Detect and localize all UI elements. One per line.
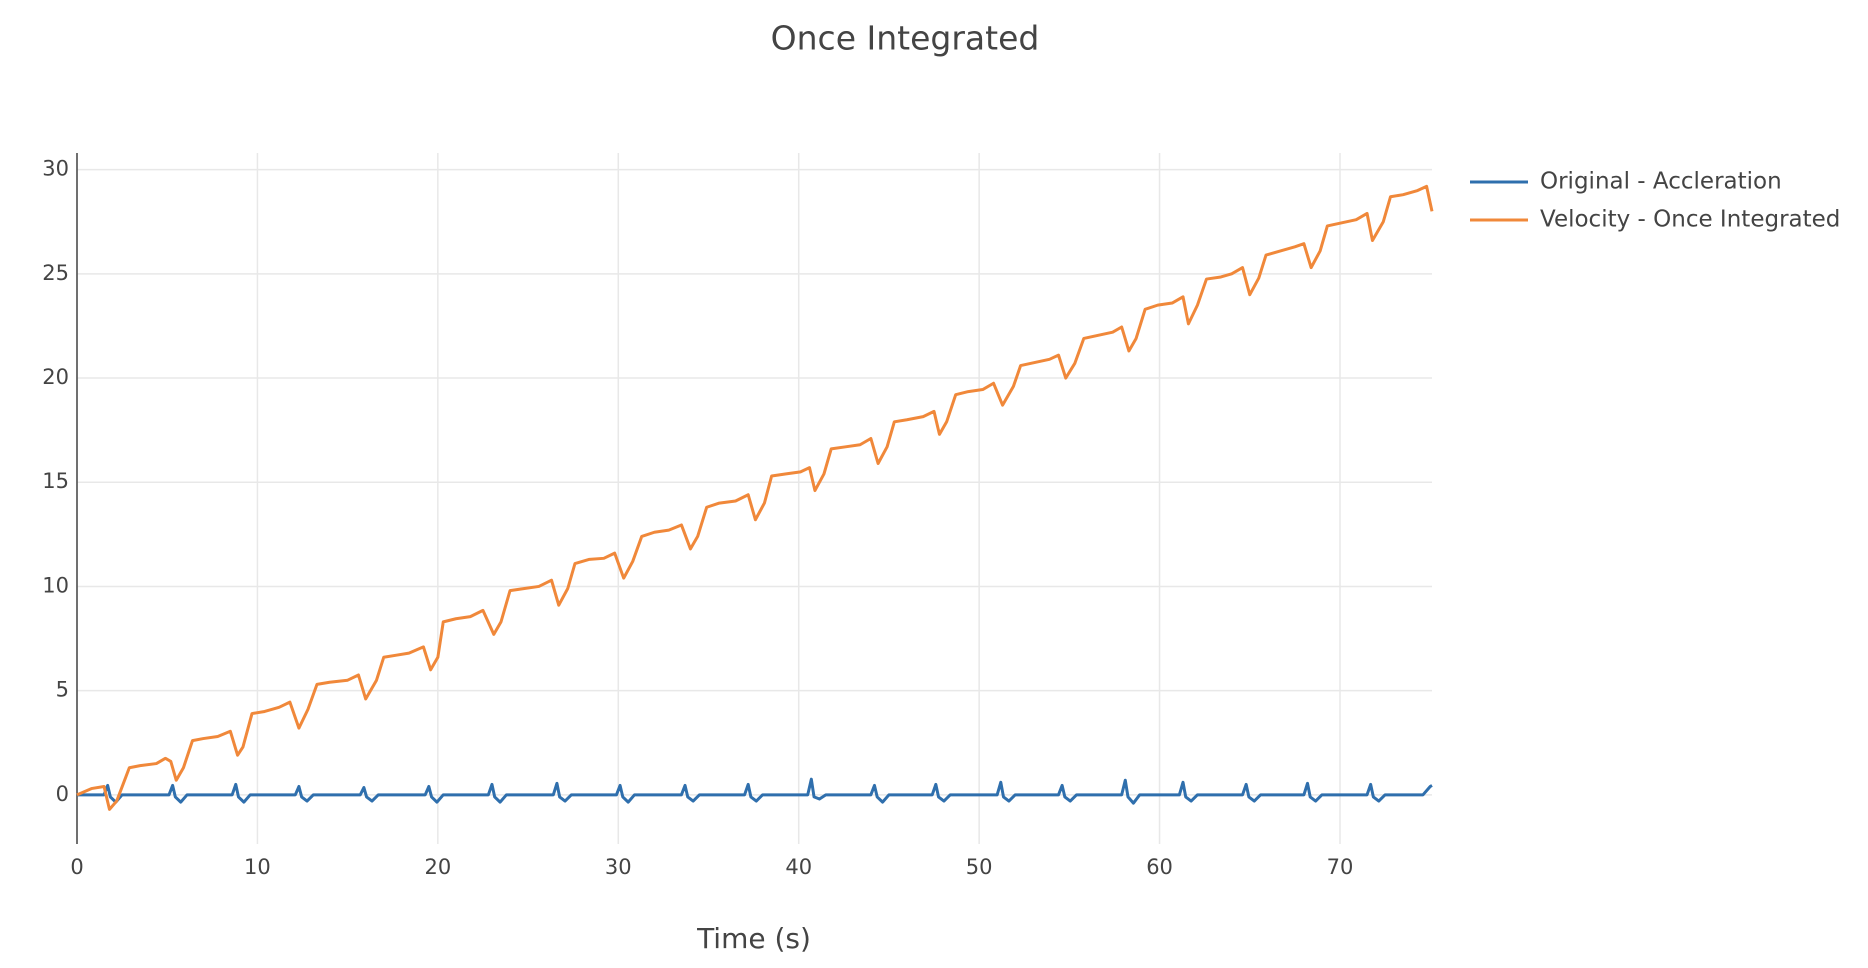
line-series <box>76 184 1434 811</box>
x-tick-label: 50 <box>966 855 993 879</box>
x-tick-label: 0 <box>70 855 83 879</box>
line-series <box>77 777 1433 805</box>
y-tick-label: 10 <box>42 573 69 597</box>
x-axis-label: Time (s) <box>696 922 811 955</box>
y-tick-label: 5 <box>56 678 69 702</box>
x-tick-label: 10 <box>244 855 271 879</box>
x-tick-label: 70 <box>1327 855 1354 879</box>
chart-title: Once Integrated <box>771 19 1040 58</box>
x-tick-label: 30 <box>605 855 632 879</box>
y-tick-label: 30 <box>42 157 69 181</box>
y-tick-label: 20 <box>42 365 69 389</box>
x-tick-label: 20 <box>424 855 451 879</box>
x-tick-label: 40 <box>785 855 812 879</box>
legend-label: Original - Accleration <box>1540 169 1782 195</box>
y-tick-label: 25 <box>42 261 69 285</box>
y-tick-label: 0 <box>56 782 69 806</box>
y-tick-label: 15 <box>42 469 69 493</box>
x-tick-label: 60 <box>1146 855 1173 879</box>
legend-label: Velocity - Once Integrated <box>1540 207 1840 233</box>
